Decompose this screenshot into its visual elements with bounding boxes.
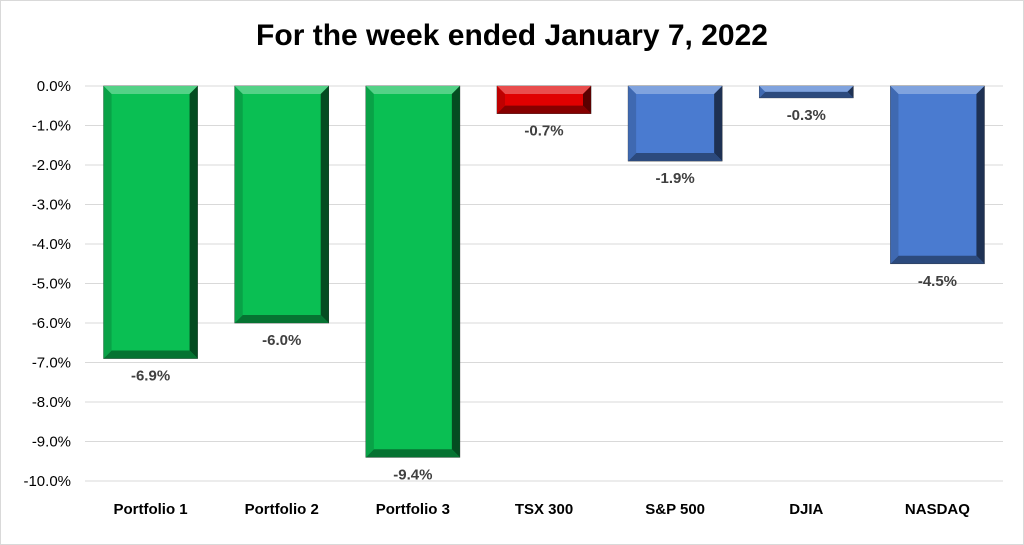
bar-bevel-right — [583, 86, 591, 114]
bar-bevel-right — [451, 86, 460, 458]
bar-bevel-left — [365, 86, 374, 458]
y-tick-label: -1.0% — [32, 118, 71, 135]
bar-bevel-left — [497, 86, 505, 114]
y-tick-label: -7.0% — [32, 355, 71, 372]
bar-bevel-right — [714, 86, 723, 162]
bar-bevel-left — [759, 86, 766, 98]
category-label: DJIA — [789, 501, 823, 518]
y-tick-label: -6.0% — [32, 315, 71, 332]
bar-bevel-right — [320, 86, 329, 323]
bar-bevel-bottom — [628, 153, 723, 162]
y-tick-label: -5.0% — [32, 276, 71, 293]
chart-title: For the week ended January 7, 2022 — [256, 19, 768, 52]
category-label: S&P 500 — [645, 501, 705, 518]
bar-bevel-bottom — [759, 91, 854, 98]
bar — [365, 85, 461, 458]
data-label: -1.9% — [656, 170, 695, 187]
bar — [627, 85, 723, 162]
bar-bevel-top — [103, 86, 198, 94]
bar — [890, 85, 985, 265]
y-tick-label: -2.0% — [32, 157, 71, 174]
bar-bevel-top — [628, 86, 723, 94]
category-label: Portfolio 3 — [376, 501, 450, 518]
data-label: -0.7% — [524, 123, 563, 140]
bar-bevel-left — [628, 86, 637, 162]
bar-bevel-left — [103, 86, 112, 359]
bar-bevel-top — [234, 86, 329, 94]
y-tick-label: -3.0% — [32, 197, 71, 214]
y-tick-label: -9.0% — [32, 434, 71, 451]
bar-bevel-right — [847, 86, 854, 98]
bar-bevel-top — [890, 86, 985, 94]
bar-bevel-bottom — [890, 255, 985, 264]
bar-bevel-top — [497, 86, 591, 94]
data-label: -6.9% — [131, 368, 170, 385]
bar-bevel-right — [976, 86, 985, 264]
bar-bevel-left — [234, 86, 243, 323]
y-tick-label: -10.0% — [23, 473, 71, 490]
bar-bevel-left — [890, 86, 899, 264]
data-label: -9.4% — [393, 466, 432, 483]
y-tick-label: 0.0% — [37, 78, 71, 95]
bar-bevel-bottom — [234, 315, 329, 323]
data-label: -6.0% — [262, 332, 301, 349]
data-label: -4.5% — [918, 273, 957, 290]
bar-bevel-bottom — [103, 350, 198, 359]
bar-bevel-top — [365, 86, 460, 94]
bar-bevel-bottom — [497, 105, 591, 114]
category-label: TSX 300 — [515, 501, 573, 518]
bar-bevel-right — [189, 86, 198, 359]
bar-bevel-top — [759, 86, 854, 92]
category-label: NASDAQ — [905, 501, 970, 518]
bar — [234, 85, 330, 324]
y-tick-label: -8.0% — [32, 394, 71, 411]
category-label: Portfolio 2 — [245, 501, 319, 518]
bar — [103, 85, 198, 359]
y-tick-label: -4.0% — [32, 236, 71, 253]
category-label: Portfolio 1 — [113, 501, 187, 518]
bar-bevel-bottom — [365, 449, 460, 458]
data-label: -0.3% — [787, 107, 826, 124]
